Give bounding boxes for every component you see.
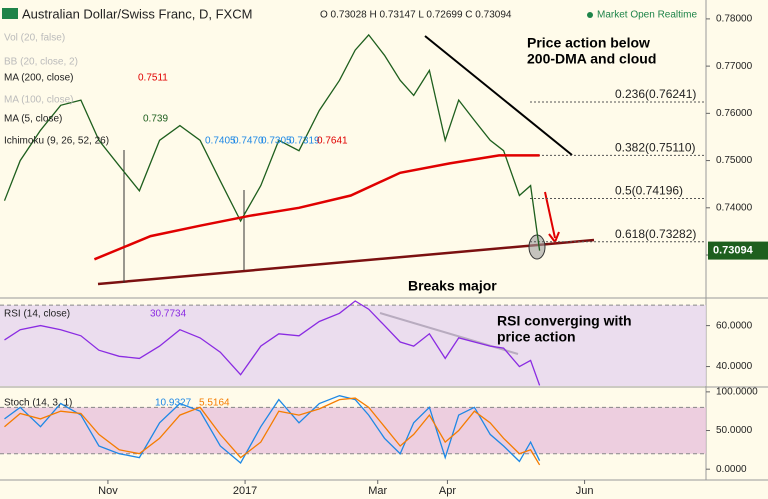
series-line [4,397,541,466]
indicator-value: 0.7305 [261,136,292,147]
panel-title: RSI (14, close) [4,309,70,320]
indicator-band [0,305,706,386]
highlight [528,234,546,260]
y-tick-label: 60.0000 [716,320,753,331]
annotation: price action [497,329,576,345]
annotation: Breaks major [408,278,497,294]
fib-label: 0.236(0.76241) [615,87,696,101]
y-tick-label: 0.78000 [716,14,753,25]
status-dot [587,12,593,18]
series-line [4,395,541,465]
y-tick-label: 50.0000 [716,425,753,436]
fib-label: 0.618(0.73282) [615,227,696,241]
y-tick-label: 40.0000 [716,361,753,372]
price-tag [708,241,768,260]
y-tick-label: 0.76000 [716,108,753,119]
y-tick-label: 0.75000 [716,155,753,166]
indicator-value: 0.7511 [138,73,168,84]
indicator-value: 0.739 [143,114,168,125]
x-tick-label: Jun [576,485,594,497]
x-tick-label: 2017 [233,485,257,497]
indicator-value: 30.7734 [150,309,187,320]
resistance-trendline [424,35,573,156]
indicator-value: 0.7470 [233,136,264,147]
market-status: Market Open Realtime [597,10,697,21]
fib-label: 0.5(0.74196) [615,184,683,198]
indicator-label: MA (200, close) [4,73,73,84]
support-trendline [97,238,595,286]
indicator-value: 0.7405 [205,136,236,147]
annotation: Price action below [527,35,650,51]
indicator-label: Ichimoku (9, 26, 52, 26) [4,136,109,147]
y-tick-label: 0.0000 [716,464,747,475]
y-tick-label: 0.74000 [716,202,753,213]
fib-label: 0.382(0.75110) [615,141,696,155]
indicator-band [0,407,706,454]
last-price: 0.73094 [713,244,754,256]
series-line [93,154,540,261]
x-tick-label: Mar [368,485,387,497]
panel-title: Stoch (14, 3, 1) [4,398,72,409]
annotation: 200-DMA and cloud [527,51,656,67]
series-line [4,300,541,386]
symbol-title: Australian Dollar/Swiss Franc, D, FXCM [22,6,252,21]
ohlc: O 0.73028 H 0.73147 L 0.72699 C 0.73094 [320,10,512,21]
indicator-label: MA (5, close) [4,114,62,125]
y-tick-label: 100.0000 [716,387,758,398]
indicator-value: 5.5164 [199,398,230,409]
symbol-icon [2,8,18,19]
indicator-value: 0.7319 [289,136,320,147]
y-tick-label: 0.77000 [716,61,753,72]
indicator-label: BB (20, close, 2) [4,57,78,68]
annotation: RSI converging with [497,313,632,329]
indicator-label: MA (100, close) [4,95,73,106]
indicator-value: 10.9327 [155,398,192,409]
x-tick-label: Nov [98,485,118,497]
indicator-label: Vol (20, false) [4,33,65,44]
series-line [3,33,541,251]
x-tick-label: Apr [439,485,456,497]
indicator-value: 0.7641 [317,136,348,147]
